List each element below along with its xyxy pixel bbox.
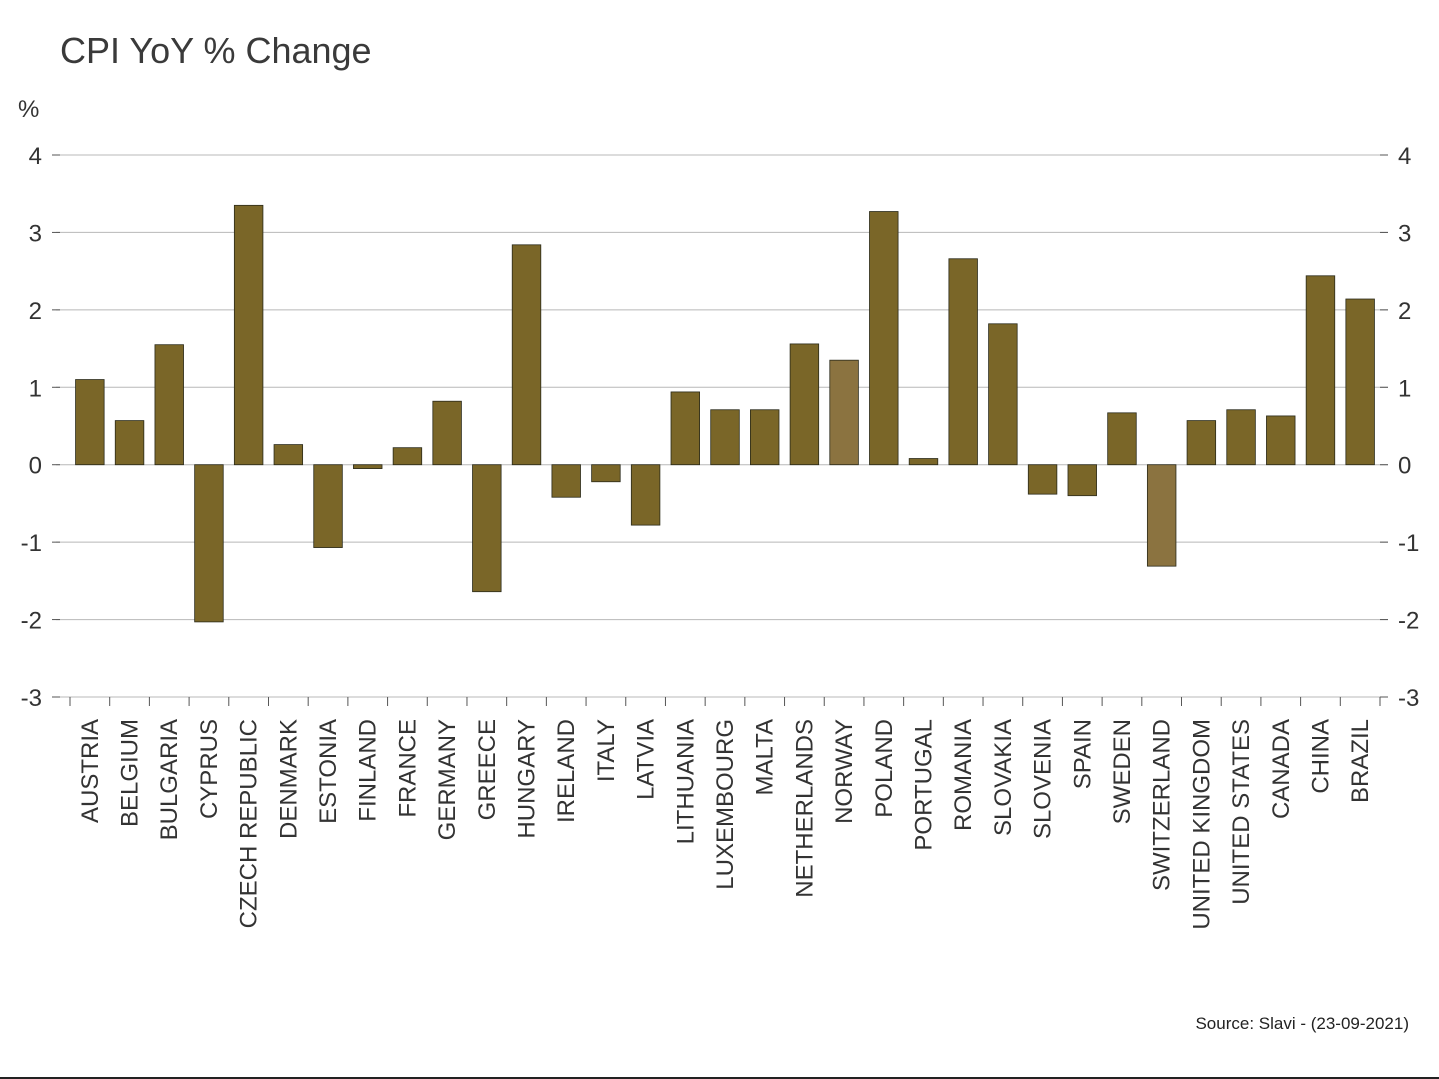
x-category-label: ESTONIA — [315, 719, 342, 824]
y-tick-label-left: -3 — [21, 685, 42, 712]
bar-germany — [432, 400, 462, 466]
x-category-label: UNITED KINGDOM — [1188, 719, 1215, 930]
x-category-label: MALTA — [752, 719, 779, 795]
bar-malta — [750, 409, 780, 466]
y-tick-label-left: 4 — [29, 143, 42, 170]
x-category-label: ITALY — [593, 719, 620, 782]
y-tick-label-left: 1 — [29, 375, 42, 402]
x-category-label: SPAIN — [1069, 719, 1096, 789]
x-category-label: LITHUANIA — [672, 719, 699, 844]
x-category-label: ROMANIA — [950, 719, 977, 831]
x-category-label: AUSTRIA — [77, 719, 104, 823]
bar-hungary — [511, 244, 542, 466]
x-category-label: DENMARK — [275, 719, 302, 839]
bar-france — [392, 447, 423, 466]
bar-united-states — [1226, 409, 1256, 466]
x-category-label: PORTUGAL — [910, 719, 937, 851]
bar-czech-republic — [233, 204, 264, 466]
y-tick-label-right: 2 — [1398, 298, 1411, 325]
bar-finland — [353, 464, 383, 469]
x-category-label: CYPRUS — [196, 719, 223, 819]
x-category-label: LUXEMBOURG — [712, 719, 739, 890]
y-tick-label-left: 3 — [29, 220, 42, 247]
bar-netherlands — [789, 343, 820, 466]
bar-canada — [1266, 415, 1296, 466]
bar-portugal — [908, 458, 939, 466]
x-category-label: SLOVENIA — [1030, 719, 1057, 839]
y-tick-label-right: -2 — [1398, 608, 1419, 635]
bar-greece — [472, 464, 502, 593]
bar-italy — [591, 464, 621, 483]
x-category-label: SWEDEN — [1109, 719, 1136, 824]
x-category-label: BELGIUM — [117, 719, 144, 827]
y-tick-label-right: -1 — [1398, 530, 1419, 557]
bar-switzerland — [1146, 464, 1177, 567]
bar-denmark — [273, 444, 304, 466]
bar-spain — [1067, 464, 1097, 497]
y-axis-unit-label: % — [18, 96, 40, 123]
y-tick-label-right: 3 — [1398, 220, 1411, 247]
y-tick-label-right: 0 — [1398, 453, 1411, 480]
x-category-label: IRELAND — [553, 719, 580, 823]
y-tick-label-left: 2 — [29, 298, 42, 325]
y-tick-label-left: -2 — [21, 608, 42, 635]
bar-brazil — [1345, 298, 1375, 466]
x-category-label: UNITED STATES — [1228, 719, 1255, 905]
bar-poland — [869, 211, 899, 466]
x-category-label: CHINA — [1307, 719, 1334, 794]
y-tick-label-left: -1 — [21, 530, 42, 557]
x-category-label: LATVIA — [633, 719, 660, 800]
labels: 4 4 3 3 2 2 1 1 0 0 -1 -1 -2 -2 -3 -3 AUSTRIA BELGIUM BULG… — [21, 143, 1420, 930]
x-category-label: NETHERLANDS — [791, 719, 818, 898]
x-category-label: SWITZERLAND — [1149, 719, 1176, 891]
chart-title: CPI YoY % Change — [60, 30, 372, 71]
x-category-label: GERMANY — [434, 719, 461, 840]
source-note: Source: Slavi - (23-09-2021) — [1195, 1014, 1409, 1033]
bottom-rule — [0, 1077, 1439, 1079]
bar-estonia — [313, 464, 343, 548]
bar-belgium — [114, 420, 145, 466]
bar-latvia — [630, 464, 661, 526]
x-category-label: CZECH REPUBLIC — [236, 719, 263, 928]
bar-sweden — [1107, 412, 1137, 466]
bar-slovenia — [1027, 464, 1058, 495]
bar-luxembourg — [710, 409, 740, 466]
axes — [52, 154, 1388, 706]
x-category-label: HUNGARY — [514, 719, 541, 839]
x-category-label: NORWAY — [831, 719, 858, 824]
bar-lithuania — [670, 391, 700, 466]
x-category-label: POLAND — [871, 719, 898, 818]
x-category-label: SLOVAKIA — [990, 719, 1017, 836]
bar-bulgaria — [154, 344, 184, 466]
bar-ireland — [551, 464, 581, 498]
bar-cyprus — [194, 464, 224, 623]
y-tick-label-right: 1 — [1398, 375, 1411, 402]
y-tick-label-right: 4 — [1398, 143, 1411, 170]
x-category-label: FINLAND — [355, 719, 382, 822]
y-tick-label-right: -3 — [1398, 685, 1419, 712]
bar-romania — [948, 258, 978, 466]
bars — [75, 204, 1375, 623]
y-tick-label-left: 0 — [29, 453, 42, 480]
bar-austria — [75, 379, 105, 466]
x-category-label: BULGARIA — [156, 719, 183, 840]
x-category-label: GREECE — [474, 719, 501, 820]
bar-norway — [829, 359, 859, 466]
bar-china — [1305, 275, 1336, 466]
x-category-label: FRANCE — [394, 719, 421, 818]
bar-slovakia — [988, 323, 1018, 466]
bar-united-kingdom — [1186, 420, 1217, 466]
x-category-label: CANADA — [1268, 719, 1295, 819]
x-category-label: BRAZIL — [1347, 719, 1374, 803]
